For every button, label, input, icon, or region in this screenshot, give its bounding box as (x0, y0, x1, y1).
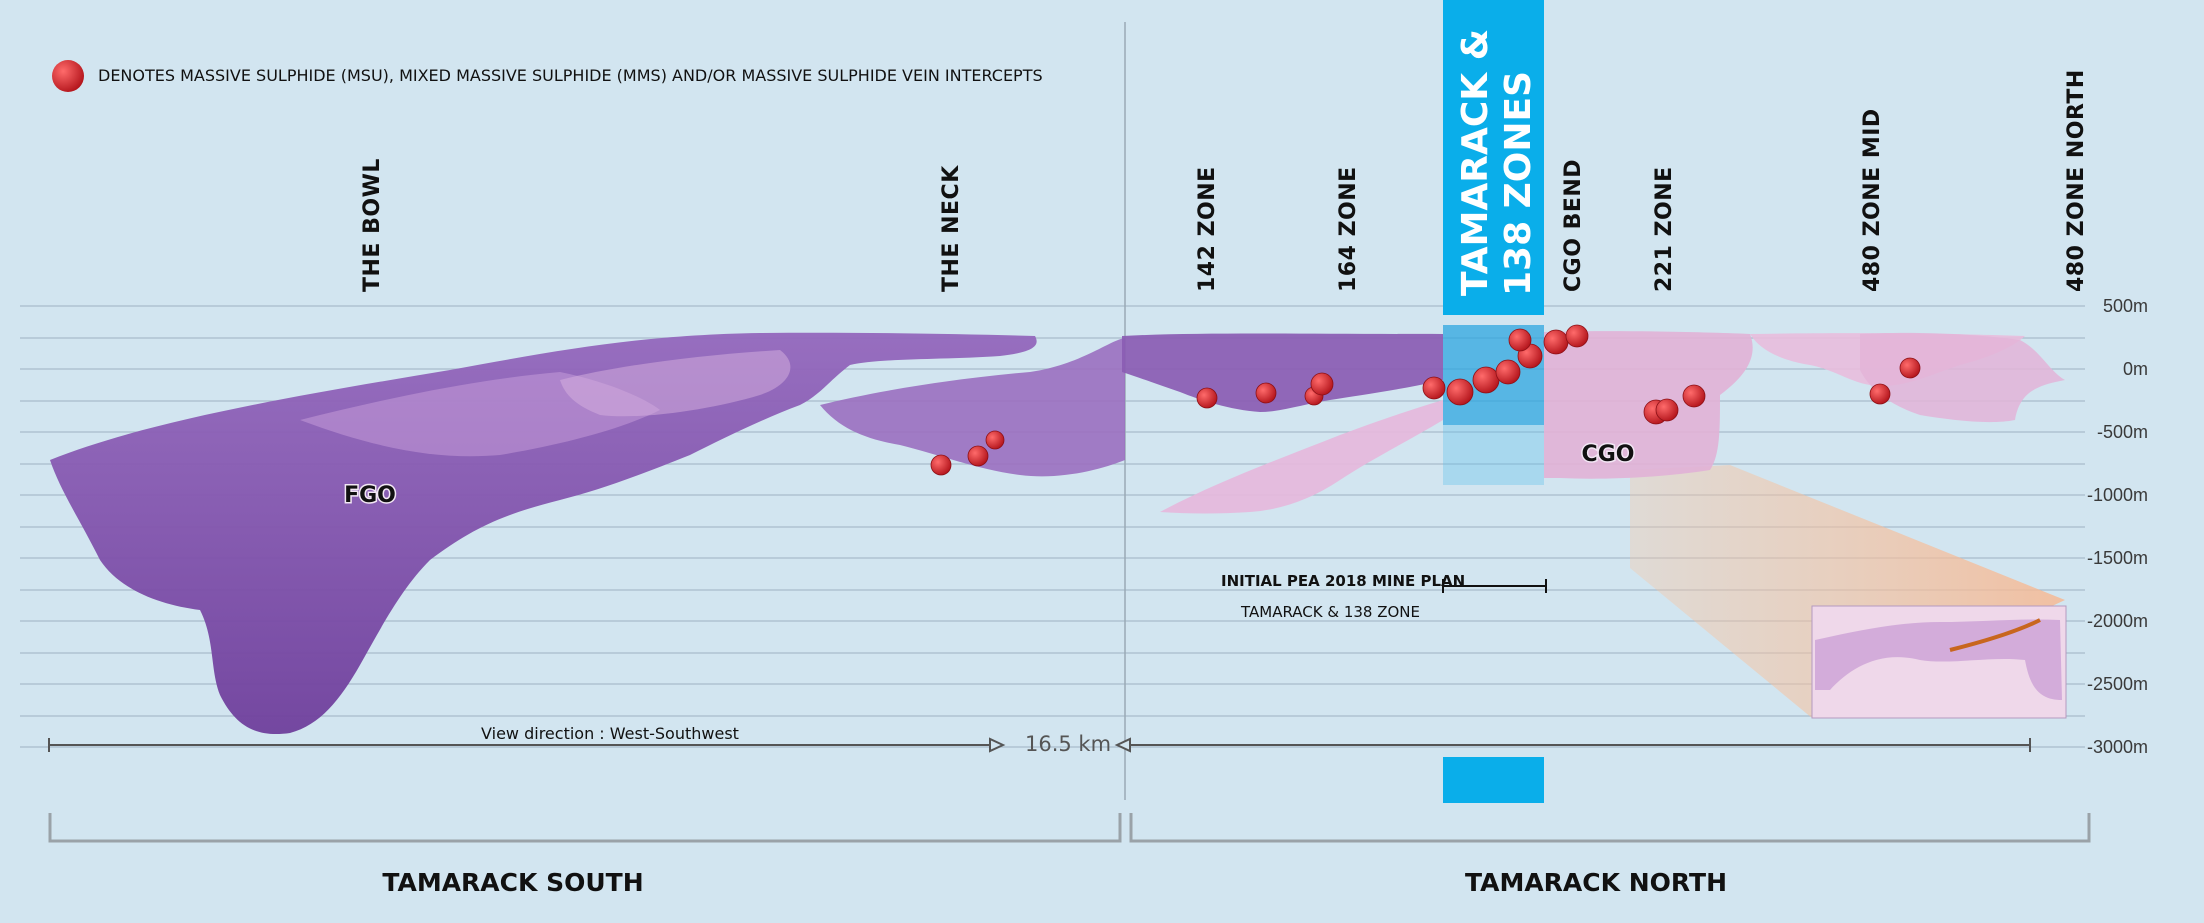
tamarack-138-zone-body-lower (1443, 425, 1544, 485)
highlight-label-line1: TAMARACK & (1455, 29, 1496, 296)
depth-label: 500m (2103, 296, 2148, 316)
fgo-label: FGO (344, 483, 396, 508)
zone-label-221: 221 ZONE (1652, 166, 1677, 292)
depth-label: 0m (2123, 359, 2148, 379)
zone-label-480-north: 480 ZONE NORTH (2064, 69, 2089, 292)
inset-projection-wedge (1630, 465, 2065, 718)
highlight-label-line2: 138 ZONES (1498, 71, 1539, 296)
zone-label-the-bowl: THE BOWL (360, 158, 385, 292)
region-label-south: TAMARACK SOUTH (382, 868, 643, 897)
cgo-label: CGO (1582, 442, 1635, 467)
zone-label-480-mid: 480 ZONE MID (1860, 108, 1885, 292)
depth-label: -2500m (2087, 674, 2148, 694)
region-label-north: TAMARACK NORTH (1465, 868, 1727, 897)
zone-label-the-neck: THE NECK (939, 165, 964, 292)
tamarack-south-intrusion (50, 332, 1125, 735)
depth-label: -500m (2097, 422, 2148, 442)
tamarack-north-intrusion (1122, 331, 2065, 514)
zone-label-142: 142 ZONE (1195, 166, 1220, 292)
zone-label-cgo-bend: CGO BEND (1561, 159, 1586, 292)
depth-label: -1000m (2087, 485, 2148, 505)
msu-intercept-markers (930, 324, 1921, 476)
depth-label: -1500m (2087, 548, 2148, 568)
mine-plan-title: INITIAL PEA 2018 MINE PLAN (1221, 572, 1465, 590)
depth-scale: 500m 0m -500m -1000m -1500m -2000m -2500… (2087, 296, 2148, 757)
region-brackets (48, 813, 2091, 843)
view-direction-label: View direction : West-Southwest (481, 724, 739, 743)
scale-length-label: 16.5 km (1025, 732, 1111, 756)
depth-label: -2000m (2087, 611, 2148, 631)
scale-bar (48, 737, 2031, 753)
mine-plan-extent-bar (1442, 579, 1547, 593)
inset-mine-plan-panel (1811, 605, 2067, 719)
mine-plan-subtitle: TAMARACK & 138 ZONE (1240, 603, 1420, 621)
legend-marker (52, 60, 84, 92)
tamarack-138-highlight-band (1443, 0, 1544, 315)
depth-label: -3000m (2087, 737, 2148, 757)
tamarack-138-highlight-band-lower (1443, 757, 1544, 803)
zone-label-164: 164 ZONE (1336, 166, 1361, 292)
legend-text: DENOTES MASSIVE SULPHIDE (MSU), MIXED MA… (98, 66, 1043, 85)
